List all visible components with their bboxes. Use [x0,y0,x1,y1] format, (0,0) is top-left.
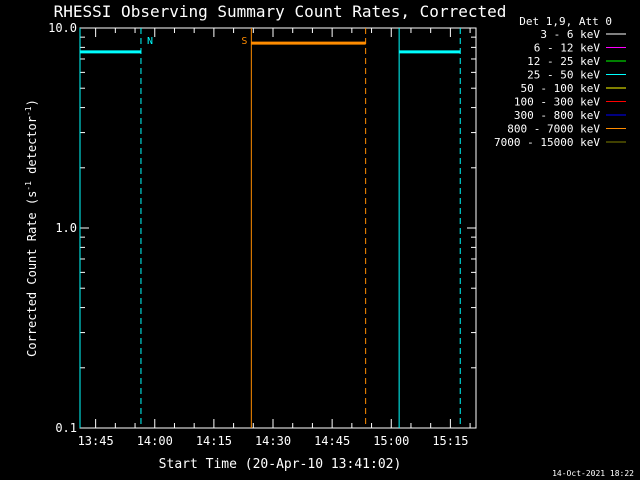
legend-entry-label: 7000 - 15000 keV [494,136,600,149]
legend-header: Det 1,9, Att 0 [519,15,612,28]
y-axis-label: Corrected Count Rate (s-1 detector-1) [24,99,39,357]
x-tick-label: 14:30 [255,434,291,448]
y-tick-label: 1.0 [55,221,77,235]
x-tick-label: 14:45 [314,434,350,448]
x-tick-label: 14:00 [137,434,173,448]
x-tick-label: 15:00 [373,434,409,448]
marker-label: S [241,36,247,47]
x-tick-label: 15:15 [432,434,468,448]
plot-area: 0.1 1.0 10.0 13:45 14:00 14:15 14:30 14:45 15:00… [48,21,477,448]
legend-entry-label: 800 - 7000 keV [507,123,600,136]
legend-entry-label: 300 - 800 keV [514,109,600,122]
marker-label: N [147,36,153,47]
legend-entry-label: 12 - 25 keV [527,55,600,68]
legend-entry-label: 6 - 12 keV [534,42,601,55]
x-tick-label: 13:45 [78,434,114,448]
legend-entry-label: 50 - 100 keV [521,82,601,95]
y-tick-label: 0.1 [55,421,77,435]
y-tick-label: 10.0 [48,21,77,35]
x-axis-label: Start Time (20-Apr-10 13:41:02) [159,457,402,472]
legend-entry-label: 25 - 50 keV [527,69,600,82]
x-tick-label: 14:15 [196,434,232,448]
legend-entry-label: 3 - 6 keV [540,28,600,41]
plot-frame [79,27,477,429]
chart-title: RHESSI Observing Summary Count Rates, Co… [54,2,507,21]
footer-date: 14-Oct-2021 18:22 [552,469,634,478]
legend-entry-label: 100 - 300 keV [514,96,600,109]
